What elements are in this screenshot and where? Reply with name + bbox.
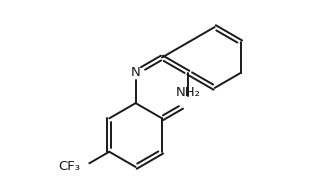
- Text: CF₃: CF₃: [58, 160, 80, 173]
- Text: N: N: [131, 66, 141, 79]
- Text: NH₂: NH₂: [176, 86, 201, 99]
